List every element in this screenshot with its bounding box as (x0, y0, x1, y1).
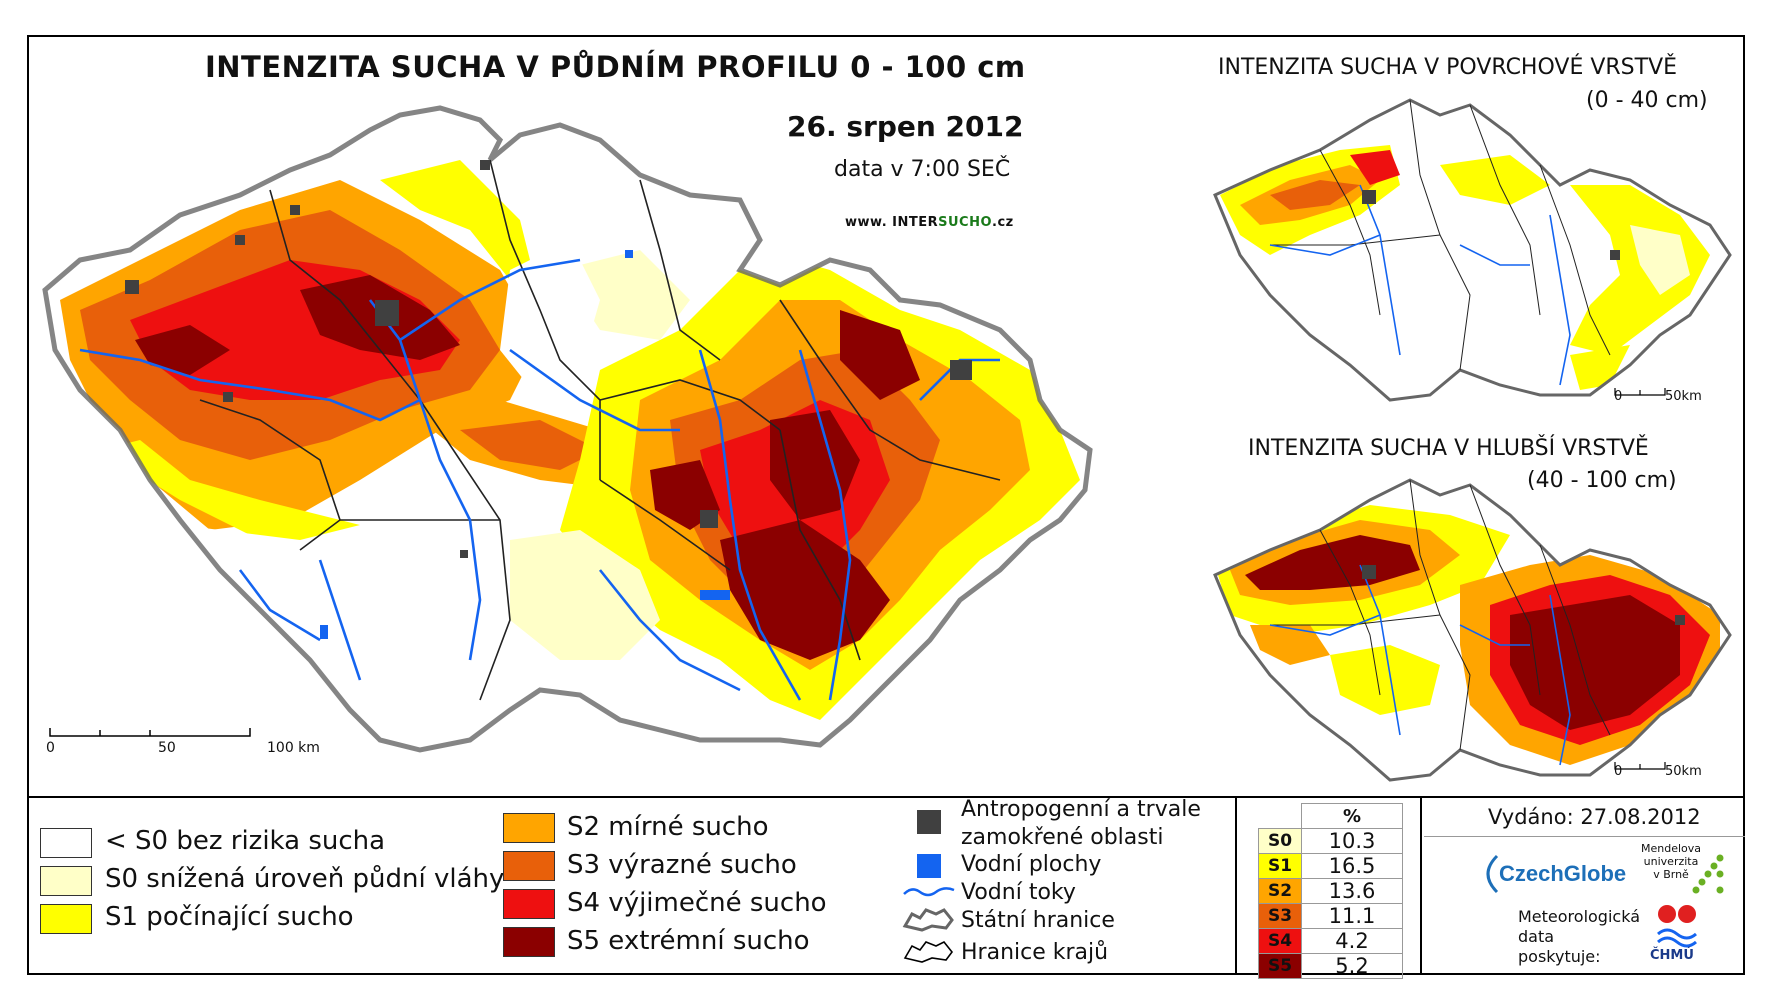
value-cell: 16.5 (1301, 853, 1403, 879)
table-header-row: % (1259, 803, 1403, 829)
mendel-line-2: univerzita (1643, 855, 1699, 868)
state-border-icon (902, 908, 954, 932)
value-cell: 5.2 (1301, 953, 1403, 979)
mendel-university-logo-icon (1692, 854, 1724, 894)
legend-label-anthropogenic-2: zamokřené oblasti (961, 825, 1164, 850)
value-cell: 4.2 (1301, 928, 1403, 954)
inset-bottom-scale-50: 50km (1665, 764, 1702, 779)
legend-label-water-bodies: Vodní plochy (961, 852, 1102, 877)
table-row: S4 4.2 (1258, 928, 1403, 954)
main-scale-bar (49, 728, 251, 737)
class-cell: S3 (1258, 903, 1302, 929)
water-body-icon (917, 854, 941, 878)
mendel-line-3: v Brně (1653, 868, 1689, 881)
legend-label-none: < S0 bez rizika sucha (105, 826, 386, 856)
mendel-university-text: Mendelova univerzita v Brně (1641, 842, 1701, 881)
inset-bottom-scale-0: 0 (1614, 764, 1623, 779)
table-row: S3 11.1 (1258, 903, 1403, 929)
legend-swatch-s5 (503, 927, 555, 957)
value-cell: 11.1 (1301, 903, 1403, 929)
czechglobe-logo-text: CzechGlobe (1499, 861, 1626, 886)
legend-divider-2 (1420, 796, 1422, 975)
legend-swatch-none (40, 828, 92, 858)
inset-bottom-map (1213, 478, 1732, 782)
legend-label-s3: S3 výrazné sucho (567, 850, 797, 880)
main-scale-label-100: 100 km (267, 740, 320, 756)
main-scale-label-50: 50 (158, 740, 176, 756)
value-cell: 10.3 (1301, 828, 1403, 854)
percent-header: % (1301, 803, 1403, 829)
legend-label-state-border: Státní hranice (961, 908, 1115, 933)
legend-label-s0: S0 snížená úroveň půdní vláhy (105, 864, 505, 894)
meteo-data-provider-text: Meteorologická data poskytuje: (1518, 907, 1640, 966)
anthropogenic-area-icon (917, 810, 941, 834)
inset-bottom-scale-bar (1614, 762, 1666, 770)
main-drought-map (42, 105, 1093, 753)
main-scale-label-0: 0 (46, 740, 55, 756)
legend-divider-1 (1235, 796, 1237, 975)
legend-label-s1: S1 počínající sucho (105, 902, 354, 932)
legend-label-s2: S2 mírné sucho (567, 812, 769, 842)
class-cell: S4 (1258, 928, 1302, 954)
issued-date: Vydáno: 27.08.2012 (1488, 805, 1701, 829)
river-icon (903, 887, 955, 897)
czechglobe-logo: CzechGlobe (1486, 854, 1626, 894)
legend-swatch-s2 (503, 813, 555, 843)
legend-label-anthropogenic-1: Antropogenní a trvale (961, 797, 1201, 822)
map-date: 26. srpen 2012 (787, 110, 1024, 143)
footer-divider (1424, 836, 1745, 837)
legend-swatch-s3 (503, 851, 555, 881)
class-cell: S0 (1258, 828, 1302, 854)
percentage-table: % S0 10.3 S1 16.5 S2 13.6 S3 11.1 S4 4.2… (1258, 803, 1403, 979)
class-cell: S5 (1258, 953, 1302, 979)
legend-label-rivers: Vodní toky (961, 880, 1076, 905)
inset-bottom-subtitle: (40 - 100 cm) (1527, 468, 1677, 493)
mendel-line-1: Mendelova (1641, 842, 1702, 855)
table-row: S1 16.5 (1258, 853, 1403, 879)
class-cell: S2 (1258, 878, 1302, 904)
main-map-title: INTENZITA SUCHA V PŮDNÍM PROFILU 0 - 100… (205, 50, 1026, 84)
region-border-icon (903, 940, 954, 963)
data-time: data v 7:00 SEČ (834, 157, 1011, 182)
chmu-logo-icon (1657, 905, 1697, 948)
inset-top-scale-0: 0 (1614, 389, 1623, 404)
table-row: S5 5.2 (1258, 953, 1403, 979)
legend-label-region-border: Hranice krajů (961, 940, 1109, 965)
legend-label-s4: S4 výjimečné sucho (567, 888, 827, 918)
value-cell: 13.6 (1301, 878, 1403, 904)
legend-swatch-s4 (503, 889, 555, 919)
inset-top-scale-50: 50km (1665, 389, 1702, 404)
legend-label-s5: S5 extrémní sucho (567, 926, 810, 956)
table-row: S2 13.6 (1258, 878, 1403, 904)
table-row: S0 10.3 (1258, 828, 1403, 854)
inset-bottom-title: INTENZITA SUCHA V HLUBŠÍ VRSTVĚ (1248, 436, 1649, 461)
inset-top-subtitle: (0 - 40 cm) (1586, 88, 1708, 113)
chmu-label: ČHMÚ (1650, 948, 1694, 963)
legend-swatch-s1 (40, 904, 92, 934)
inset-top-map (1213, 98, 1732, 402)
website-link[interactable]: www. INTERSUCHO.cz (845, 215, 1014, 230)
inset-top-title: INTENZITA SUCHA V POVRCHOVÉ VRSTVĚ (1218, 55, 1678, 80)
class-cell: S1 (1258, 853, 1302, 879)
legend-separator (27, 796, 1745, 798)
legend-swatch-s0 (40, 866, 92, 896)
inset-top-scale-bar (1614, 388, 1666, 396)
